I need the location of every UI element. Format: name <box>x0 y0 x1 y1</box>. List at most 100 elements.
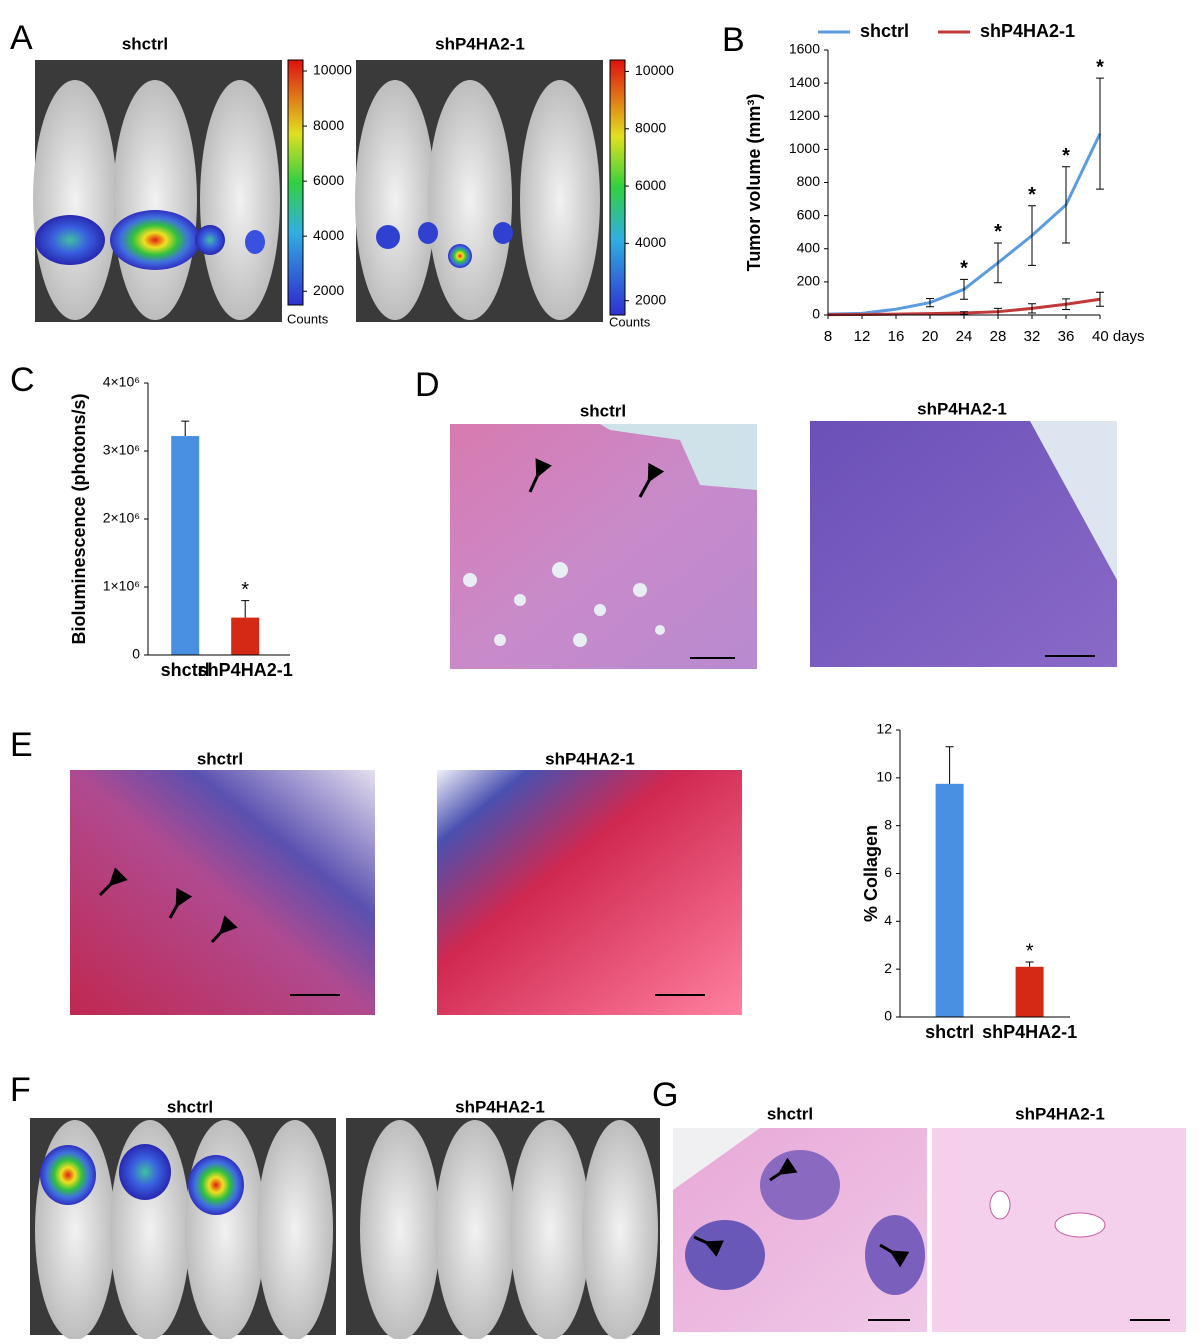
panel-letter: B <box>722 21 745 59</box>
bioluminescence-image <box>33 60 282 322</box>
error-bar <box>1062 298 1070 311</box>
error-bar <box>960 311 968 315</box>
x-tick-label: 24 <box>956 328 973 345</box>
panel-letter: A <box>10 19 33 57</box>
colorbar-tick-label: 6000 <box>313 172 344 188</box>
x-tick-label: 20 <box>922 328 939 345</box>
y-tick-label: 3×10⁶ <box>103 442 140 458</box>
y-axis-title: Bioluminescence (photons/s) <box>69 393 89 644</box>
y-tick-label: 400 <box>797 239 821 255</box>
bar <box>935 783 964 1017</box>
x-tick-label: shctrl <box>161 660 210 680</box>
image-label: shP4HA2-1 <box>917 399 1007 418</box>
y-tick-label: 1600 <box>789 41 820 57</box>
y-tick-label: 1400 <box>789 74 820 90</box>
x-tick-label: shctrl <box>925 1022 974 1042</box>
error-bar <box>181 420 190 437</box>
y-tick-label: 2 <box>884 960 892 976</box>
y-tick-label: 4 <box>884 912 892 928</box>
image-label: shP4HA2-1 <box>545 749 635 768</box>
error-bar <box>1028 303 1036 314</box>
error-bar <box>960 278 968 300</box>
panel-letter: D <box>415 366 440 404</box>
histology-image <box>450 424 757 669</box>
significance-mark: * <box>1028 184 1036 206</box>
colorbar-tick-label: 2000 <box>635 291 666 307</box>
x-tick-label: 28 <box>990 328 1007 345</box>
colorbar-tick-label: 8000 <box>635 119 666 135</box>
y-tick-label: 2×10⁶ <box>103 510 140 526</box>
error-bar <box>1028 205 1036 266</box>
colorbar-tick-label: 6000 <box>635 177 666 193</box>
significance-mark: * <box>1062 145 1070 167</box>
y-tick-label: 0 <box>884 1008 892 1024</box>
error-bar <box>1096 77 1104 190</box>
x-tick-label: 16 <box>888 328 905 345</box>
x-tick-label: shP4HA2-1 <box>982 1022 1077 1042</box>
x-tick-label: 32 <box>1024 328 1041 345</box>
image-label: shP4HA2-1 <box>1015 1104 1105 1123</box>
histology-image <box>810 421 1117 667</box>
error-bar <box>1096 291 1104 307</box>
significance-mark: * <box>960 258 968 280</box>
colorbar-tick-label: 8000 <box>313 117 344 133</box>
y-tick-label: 0 <box>132 646 140 662</box>
colorbar <box>609 59 626 316</box>
y-tick-label: 200 <box>797 273 821 289</box>
histology-image <box>437 770 742 1015</box>
image-label: shctrl <box>197 749 243 768</box>
bar <box>231 617 260 655</box>
significance-mark: * <box>994 221 1002 243</box>
significance-mark: * <box>241 579 249 601</box>
y-tick-label: 600 <box>797 206 821 222</box>
y-tick-label: 800 <box>797 173 821 189</box>
x-tick-label: shP4HA2-1 <box>198 660 293 680</box>
y-tick-label: 12 <box>876 721 892 737</box>
error-bar <box>926 297 934 308</box>
colorbar-unit: Counts <box>609 314 651 329</box>
y-tick-label: 1×10⁶ <box>103 578 140 594</box>
y-axis-title: % Collagen <box>861 825 881 922</box>
image-label: shctrl <box>167 1097 213 1116</box>
colorbar-tick-label: 10000 <box>635 62 674 78</box>
y-tick-label: 10 <box>876 769 892 785</box>
y-tick-label: 8 <box>884 816 892 832</box>
panel-letter: E <box>10 726 33 764</box>
error-bar <box>1025 961 1034 967</box>
panel-letter: C <box>10 361 35 399</box>
x-tick-label: 36 <box>1058 328 1075 345</box>
image-label: shctrl <box>122 34 168 53</box>
image-label: shP4HA2-1 <box>435 34 525 53</box>
y-axis-title: Tumor volume (mm³) <box>744 94 764 272</box>
x-tick-label: 12 <box>854 328 871 345</box>
error-bar <box>945 746 954 784</box>
y-tick-label: 4×10⁶ <box>103 374 140 390</box>
legend-label: shctrl <box>860 21 909 41</box>
colorbar-tick-label: 10000 <box>313 62 352 78</box>
bioluminescence-image <box>30 1118 336 1340</box>
colorbar-tick-label: 4000 <box>313 227 344 243</box>
histology-image <box>673 1128 927 1332</box>
histology-image <box>70 770 375 1015</box>
significance-mark: * <box>1026 940 1034 962</box>
bar <box>1015 966 1044 1017</box>
colorbar <box>287 59 304 306</box>
bioluminescence-image <box>355 60 603 322</box>
image-label: shctrl <box>580 401 626 420</box>
y-tick-label: 6 <box>884 864 892 880</box>
legend-label: shP4HA2-1 <box>980 21 1075 41</box>
colorbar-tick-label: 4000 <box>635 234 666 250</box>
bioluminescence-image <box>346 1118 660 1340</box>
panel-letter: F <box>10 1071 31 1109</box>
image-label: shctrl <box>767 1104 813 1123</box>
bar <box>171 436 200 655</box>
x-tick-label: 40 days <box>1092 328 1145 345</box>
error-bar <box>994 242 1002 284</box>
image-label: shP4HA2-1 <box>455 1097 545 1116</box>
x-tick-label: 8 <box>824 328 832 345</box>
y-tick-label: 1200 <box>789 107 820 123</box>
panel-letter: G <box>652 1076 678 1114</box>
histology-image <box>932 1128 1186 1332</box>
error-bar <box>1062 166 1070 244</box>
y-tick-label: 1000 <box>789 140 820 156</box>
